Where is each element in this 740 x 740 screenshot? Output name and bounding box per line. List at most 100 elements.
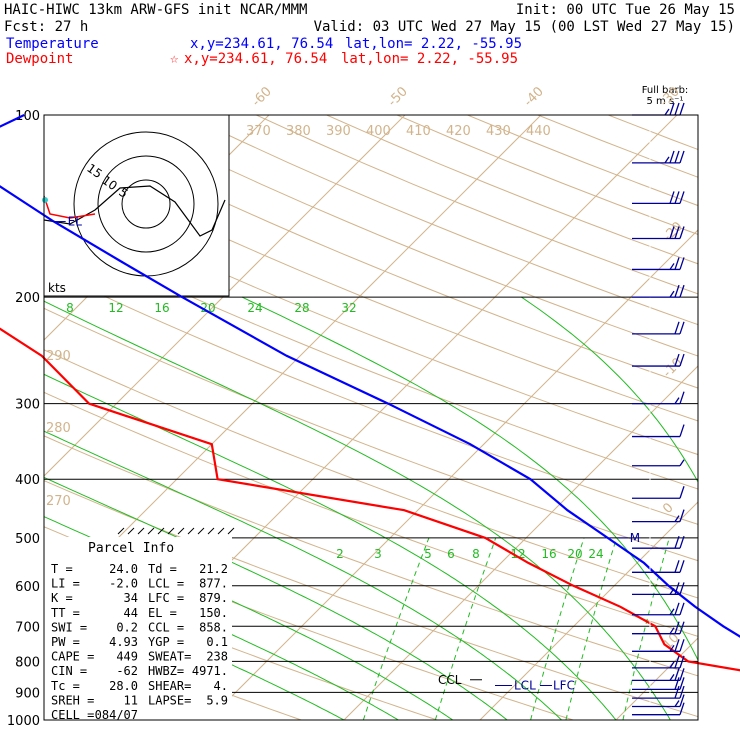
- barb-flag: [679, 668, 685, 681]
- wind-barb: [632, 321, 685, 335]
- barb-flag: [679, 284, 685, 298]
- wind-barb: [632, 509, 685, 523]
- parcel-hatch: [137, 527, 145, 535]
- parcel-hatch: [127, 527, 135, 535]
- parcel-key: LCL =: [148, 577, 184, 591]
- isotherm-line: [615, 637, 698, 720]
- barb-flag: [674, 226, 680, 239]
- theta-label: 400: [366, 124, 391, 139]
- m-label: M: [630, 531, 640, 545]
- lcl-label: LCL: [514, 679, 536, 693]
- parcel-hatch: [217, 527, 225, 535]
- barb-flag: [674, 560, 680, 573]
- dew-xy: x,y=234.61, 76.54: [184, 51, 327, 67]
- parcel-value: 879.: [199, 591, 228, 605]
- barb-flag: [669, 191, 675, 204]
- parcel-key: EL =: [148, 606, 177, 620]
- plot-frame: [43, 114, 699, 721]
- wind-barb: [632, 639, 685, 652]
- header-valid: Valid: 03 UTC Wed 27 May 15 (00 LST Wed …: [314, 19, 735, 35]
- wind-barbs: [632, 102, 685, 720]
- dew-latlon: lat,lon= 2.22, -55.95: [341, 51, 518, 67]
- mixing-ratio-label: 16: [154, 301, 169, 315]
- isotherm-line: [479, 501, 698, 720]
- legend-dewpoint: Dewpoint: [6, 51, 73, 67]
- barb-flag: [674, 621, 680, 634]
- parcel-hatch: [177, 527, 185, 535]
- parcel-key: CELL =: [51, 708, 94, 722]
- barb-flag: [669, 608, 675, 616]
- lfc-label: LFC: [553, 679, 575, 693]
- barb-flag: [679, 677, 685, 690]
- dry-adiabat-line: [44, 307, 698, 562]
- dew-star-icon: ☆: [170, 51, 179, 67]
- theta-label: 270: [46, 494, 71, 509]
- barb-flag: [669, 102, 675, 116]
- barb-flag: [679, 582, 685, 595]
- mixing-ratio-line: [706, 538, 740, 720]
- parcel-key: YGP =: [148, 635, 184, 649]
- barb-flag: [674, 668, 680, 681]
- barb-flag: [679, 459, 685, 467]
- barb-flag: [679, 621, 685, 634]
- hodograph-cell-marker: [42, 197, 48, 203]
- barb-flag: [679, 353, 685, 367]
- parcel-value: 0.1: [206, 635, 228, 649]
- isotherm-label: 0: [660, 500, 676, 516]
- level-markers: EL M LCL LFC CCL: [51, 215, 640, 693]
- barb-legend-2: 5 m s⁻¹: [647, 96, 684, 107]
- barb-flag: [674, 655, 680, 669]
- parcel-key: SREH =: [51, 693, 94, 707]
- mixing-ratio-line: [622, 537, 670, 720]
- dry-adiabat-line: [115, 115, 698, 357]
- parcel-key: CCL =: [148, 620, 184, 634]
- dry-adiabat-line: [44, 573, 438, 720]
- barb-legend-1: Full barb:: [642, 85, 689, 96]
- wind-barb: [632, 702, 685, 716]
- barb-flag: [674, 677, 680, 690]
- isotherm-line: [44, 115, 406, 477]
- barb-flag: [669, 661, 675, 669]
- dry-adiabat-line: [44, 227, 698, 490]
- barb-flag: [674, 397, 680, 405]
- dry-adiabat-line: [44, 267, 698, 525]
- mixing-ratio-label: 8: [66, 301, 74, 315]
- barb-flag: [679, 391, 685, 404]
- parcel-value: 4.93: [109, 635, 138, 649]
- barb-flag: [669, 290, 675, 298]
- parcel-key: LAPSE=: [148, 693, 191, 707]
- parcel-key: SWEAT=: [148, 650, 191, 664]
- parcel-value: 4971.: [192, 664, 228, 678]
- barb-flag: [669, 674, 675, 681]
- parcel-key: PW =: [51, 635, 80, 649]
- dry-adiabat-line: [44, 480, 698, 718]
- theta-e-label: 12: [510, 547, 525, 561]
- wind-barb: [632, 486, 685, 499]
- theta-label: 440: [526, 124, 551, 139]
- barb-flag: [679, 424, 685, 437]
- barb-flag: [679, 486, 685, 499]
- hodograph-frame: [43, 114, 230, 297]
- parcel-value: 4.: [214, 679, 228, 693]
- barb-flag: [674, 102, 680, 116]
- pressure-tick-label: 1000: [7, 714, 40, 729]
- barb-flag: [679, 509, 685, 522]
- mixing-ratio-line: [565, 537, 618, 720]
- barb-flag: [669, 588, 675, 595]
- parcel-key: SWI =: [51, 620, 87, 634]
- parcel-key: LI =: [51, 577, 80, 591]
- parcel-hatch: [147, 527, 155, 535]
- mixing-ratio-label: 20: [200, 301, 215, 315]
- parcel-info-bg: [44, 537, 232, 720]
- wind-barb: [632, 602, 685, 616]
- barb-flag: [669, 150, 675, 164]
- theta-label: 290: [46, 349, 71, 364]
- barb-flag: [679, 694, 685, 707]
- mixing-ratio-label: 12: [108, 301, 123, 315]
- parcel-value: 238: [206, 650, 228, 664]
- moist-adiabat-line: [241, 296, 698, 662]
- theta-label: 390: [326, 124, 351, 139]
- wind-barb: [632, 535, 685, 549]
